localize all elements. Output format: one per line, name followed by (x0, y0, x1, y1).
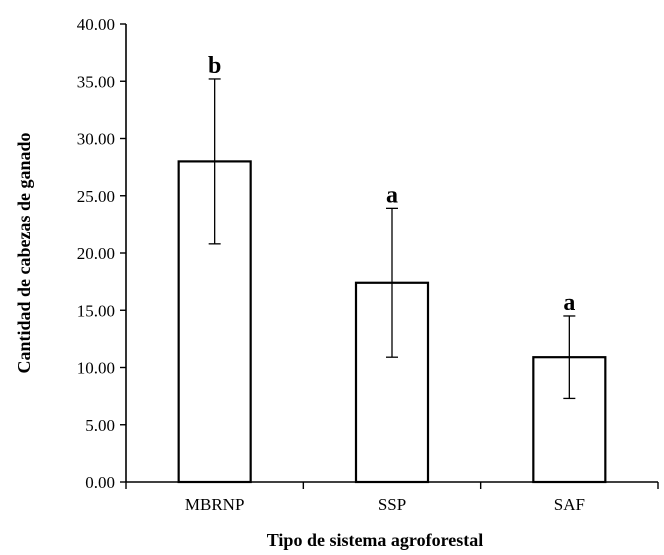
y-tick-label: 10.00 (77, 359, 115, 378)
x-tick-label: SSP (378, 495, 406, 514)
y-tick-label: 25.00 (77, 187, 115, 206)
significance-letter: a (563, 290, 575, 316)
significance-letter: b (208, 53, 221, 79)
y-axis: 0.00 5.00 10.00 15.00 20.00 25.00 30.00 35.00 40… (77, 15, 127, 492)
x-axis: MBRNP SSP SAF (125, 481, 659, 514)
y-tick-label: 30.00 (77, 130, 115, 149)
x-axis-title: Tipo de sistema agroforestal (267, 530, 484, 550)
y-axis-title: Cantidad de cabezas de ganado (14, 132, 34, 373)
x-tick-label: MBRNP (185, 495, 245, 514)
y-tick-label: 40.00 (77, 15, 115, 34)
y-tick-label: 0.00 (85, 473, 115, 492)
significance-letter: a (386, 182, 398, 208)
y-tick-label: 5.00 (85, 416, 115, 435)
bars: b a a (177, 53, 607, 484)
y-tick-label: 20.00 (77, 244, 115, 263)
x-tick-label: SAF (554, 495, 585, 514)
y-tick-label: 35.00 (77, 72, 115, 91)
y-tick-label: 15.00 (77, 301, 115, 320)
